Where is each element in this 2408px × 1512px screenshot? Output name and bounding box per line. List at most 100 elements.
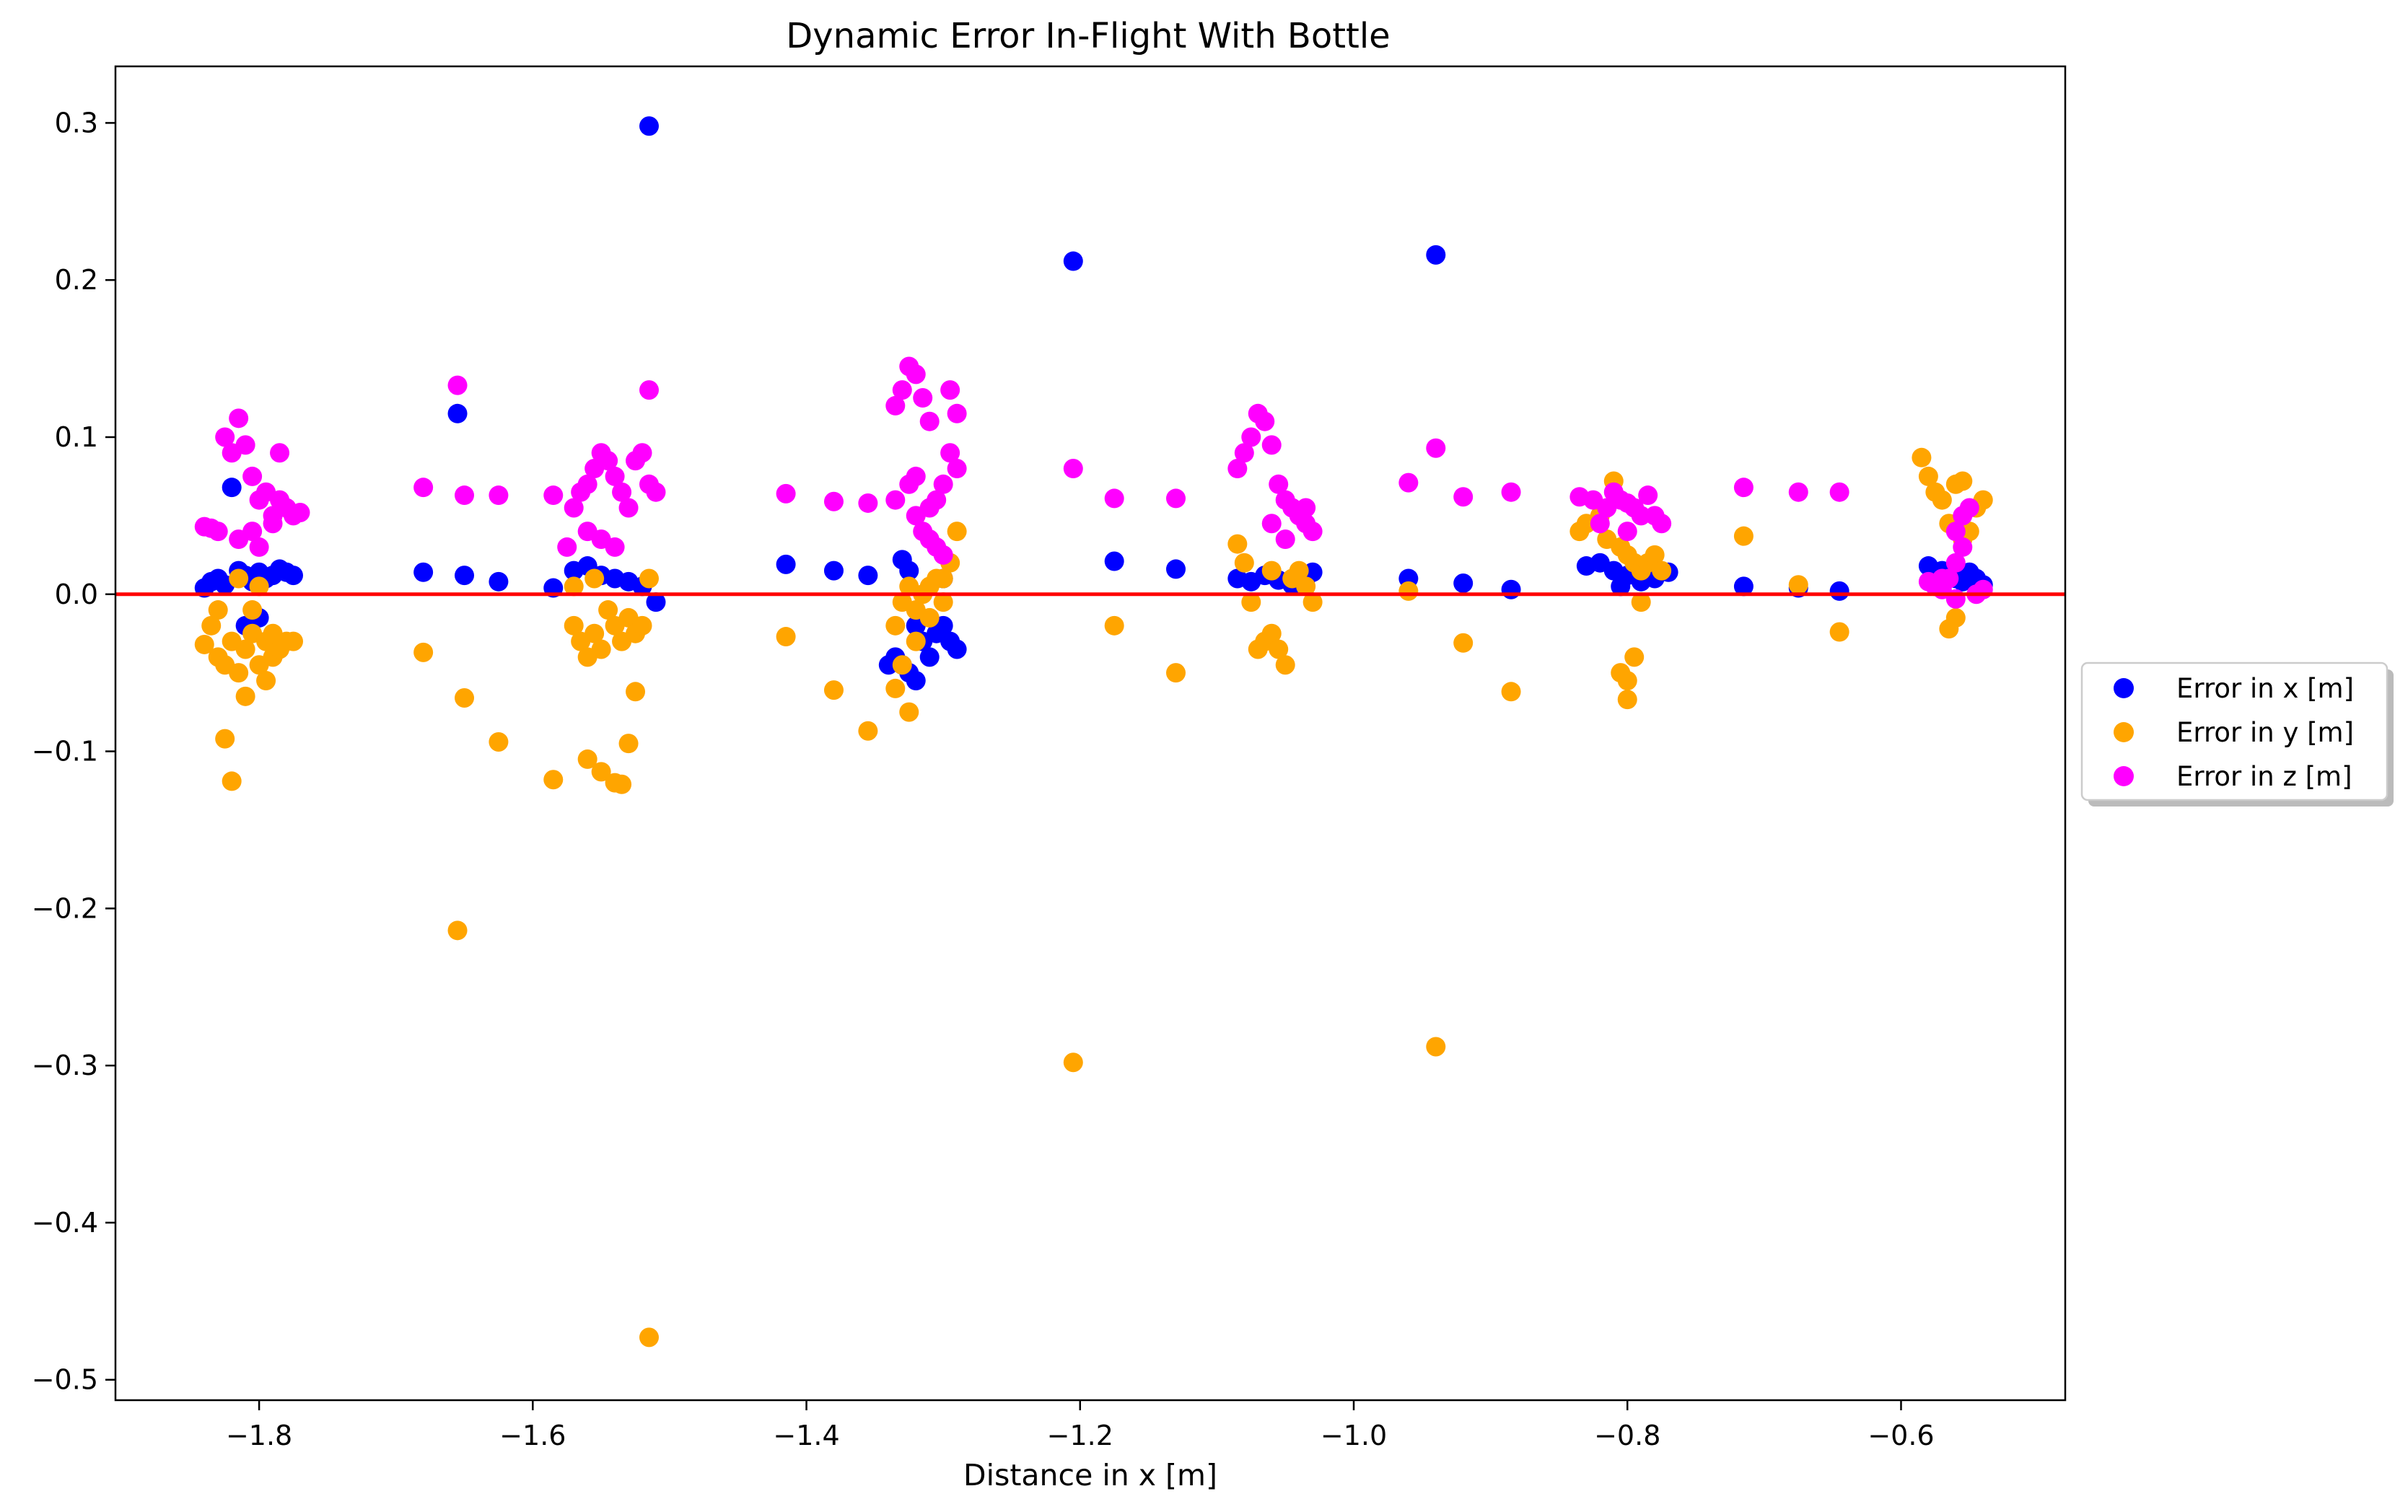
- scatter-point: [1945, 553, 1966, 573]
- y-tick-label: 0.1: [55, 421, 98, 453]
- scatter-point: [933, 545, 953, 565]
- y-tick-label: −0.3: [32, 1050, 98, 1081]
- scatter-point: [776, 554, 796, 574]
- scatter-point: [290, 503, 310, 523]
- y-tick-label: 0.2: [55, 264, 98, 296]
- scatter-point: [1426, 245, 1446, 265]
- scatter-point: [242, 466, 263, 486]
- scatter-point: [933, 474, 953, 494]
- scatter-point: [940, 443, 960, 463]
- scatter-point: [632, 443, 652, 463]
- scatter-point: [605, 537, 625, 557]
- legend-label: Error in y [m]: [2176, 717, 2354, 748]
- chart-title: Dynamic Error In-Flight With Bottle: [786, 16, 1390, 56]
- scatter-point: [1953, 537, 1973, 557]
- scatter-point: [229, 568, 249, 589]
- series-layer: [194, 116, 1993, 1348]
- scatter-point: [455, 687, 475, 708]
- scatter-point: [1945, 607, 1966, 628]
- scatter-point: [919, 411, 940, 431]
- scatter-point: [885, 490, 906, 510]
- scatter-point: [639, 1327, 659, 1348]
- scatter-point: [933, 592, 953, 612]
- scatter-point: [215, 427, 235, 447]
- scatter-point: [1953, 471, 1973, 491]
- scatter-point: [1959, 498, 1979, 518]
- scatter-point: [1302, 592, 1323, 612]
- scatter-point: [263, 514, 283, 534]
- scatter-point: [1788, 482, 1808, 502]
- scatter-point: [229, 408, 249, 428]
- scatter-point: [639, 568, 659, 589]
- scatter-point: [235, 639, 255, 659]
- scatter-point: [823, 491, 844, 511]
- scatter-point: [1063, 251, 1083, 271]
- scatter-point: [1829, 482, 1849, 502]
- scatter-point: [1398, 581, 1419, 601]
- scatter-point: [1302, 522, 1323, 542]
- scatter-point: [598, 600, 618, 620]
- series-z-error: [194, 356, 1993, 609]
- scatter-point: [283, 566, 303, 586]
- scatter-point: [1652, 561, 1672, 581]
- legend-marker: [2114, 678, 2134, 698]
- scatter-point: [1269, 639, 1289, 659]
- scatter-point: [1398, 472, 1419, 493]
- scatter-point: [919, 576, 940, 597]
- scatter-point: [947, 639, 967, 659]
- scatter-point: [1275, 529, 1295, 550]
- scatter-point: [947, 522, 967, 542]
- scatter-point: [919, 498, 940, 518]
- scatter-point: [1296, 498, 1316, 518]
- scatter-point: [858, 566, 878, 586]
- scatter-point: [1289, 561, 1309, 581]
- scatter-point: [1227, 459, 1248, 479]
- scatter-point: [1733, 526, 1754, 546]
- scatter-point: [1611, 576, 1631, 597]
- x-tick-label: −1.0: [1321, 1420, 1387, 1451]
- scatter-point: [489, 571, 509, 592]
- scatter-point: [1261, 561, 1282, 581]
- scatter-point: [455, 566, 475, 586]
- scatter-point: [447, 403, 468, 423]
- legend-label: Error in x [m]: [2176, 673, 2354, 704]
- scatter-point: [222, 771, 242, 791]
- scatter-point: [776, 627, 796, 647]
- scatter-point: [1426, 1037, 1446, 1057]
- scatter-point: [208, 600, 228, 620]
- scatter-point: [1063, 1052, 1083, 1073]
- scatter-point: [1234, 553, 1254, 573]
- scatter-point: [947, 459, 967, 479]
- scatter-point: [906, 466, 926, 486]
- scatter-point: [283, 631, 303, 651]
- scatter-point: [878, 655, 898, 675]
- scatter-point: [1227, 534, 1248, 554]
- scatter-point: [235, 435, 255, 455]
- scatter-point: [1166, 559, 1186, 579]
- scatter-point: [639, 116, 659, 136]
- scatter-point: [913, 388, 933, 408]
- scatter-point: [564, 615, 584, 636]
- scatter-point: [885, 395, 906, 416]
- scatter-point: [215, 729, 235, 749]
- y-axis: 0.3 0.2 0.1 0.0 −0.1 −0.2 −0.3 −0.4 −0.5: [32, 107, 115, 1396]
- scatter-point: [1275, 655, 1295, 675]
- scatter-point: [1918, 466, 1938, 486]
- scatter-point: [447, 920, 468, 941]
- scatter-point: [1104, 551, 1124, 571]
- scatter-point: [577, 474, 597, 494]
- scatter-point: [577, 749, 597, 769]
- scatter-point: [776, 483, 796, 504]
- scatter-point: [1733, 576, 1754, 597]
- scatter-point: [543, 485, 564, 506]
- scatter-point: [1453, 487, 1474, 507]
- scatter-point: [1590, 514, 1610, 534]
- scatter-point: [1426, 438, 1446, 458]
- scatter-point: [940, 380, 960, 400]
- scatter-point: [1829, 581, 1849, 601]
- scatter-point: [249, 537, 269, 557]
- scatter-point: [906, 671, 926, 691]
- scatter-point: [858, 721, 878, 741]
